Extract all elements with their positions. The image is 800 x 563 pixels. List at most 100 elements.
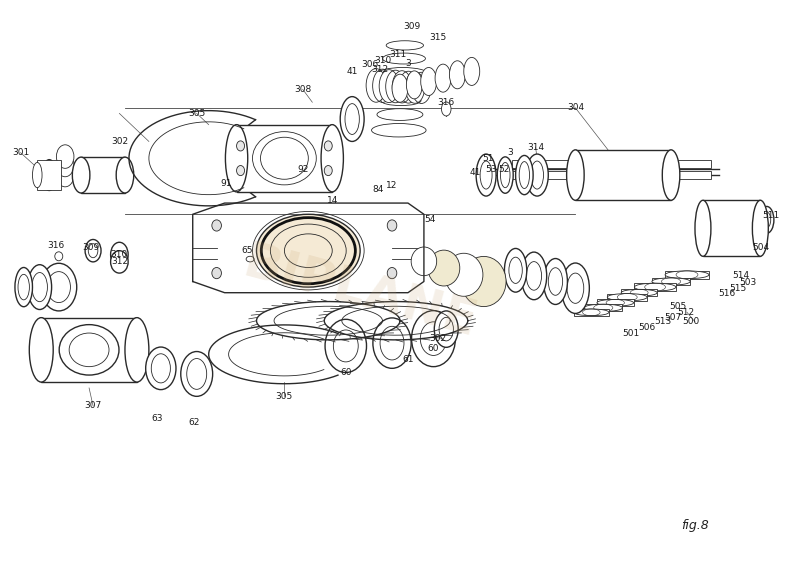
Text: 305: 305: [276, 392, 293, 401]
Ellipse shape: [634, 283, 676, 291]
Bar: [575, 150, 671, 200]
Text: 91: 91: [221, 179, 232, 188]
Ellipse shape: [392, 71, 412, 103]
Text: 305: 305: [188, 109, 206, 118]
Text: 515: 515: [730, 284, 746, 293]
Bar: [81, 157, 125, 193]
Bar: [703, 200, 760, 256]
Ellipse shape: [421, 68, 437, 96]
Bar: [597, 300, 634, 306]
Text: 316: 316: [47, 240, 64, 249]
Bar: [665, 271, 709, 279]
Bar: [622, 289, 657, 296]
Text: 507: 507: [664, 314, 682, 323]
Ellipse shape: [116, 157, 134, 193]
Ellipse shape: [505, 248, 526, 292]
Ellipse shape: [752, 200, 768, 256]
Ellipse shape: [110, 251, 128, 273]
Text: 53: 53: [485, 165, 497, 174]
Ellipse shape: [435, 64, 451, 92]
Text: 41: 41: [346, 67, 358, 76]
Ellipse shape: [406, 72, 425, 103]
Text: 503: 503: [739, 278, 756, 287]
Ellipse shape: [428, 250, 460, 286]
Ellipse shape: [652, 278, 690, 285]
Ellipse shape: [521, 252, 546, 300]
Ellipse shape: [662, 150, 680, 200]
Ellipse shape: [759, 207, 774, 233]
Ellipse shape: [56, 145, 74, 168]
Ellipse shape: [85, 239, 101, 262]
Text: 316: 316: [438, 98, 455, 107]
Bar: [237, 124, 332, 192]
Text: 501: 501: [622, 329, 640, 338]
Text: 54: 54: [425, 216, 436, 225]
Ellipse shape: [381, 96, 421, 106]
Ellipse shape: [257, 215, 360, 287]
Ellipse shape: [665, 271, 709, 279]
Text: 302: 302: [430, 334, 447, 343]
Ellipse shape: [146, 347, 176, 390]
Ellipse shape: [434, 311, 458, 347]
Ellipse shape: [56, 153, 74, 177]
Text: 514: 514: [733, 271, 750, 280]
Ellipse shape: [15, 267, 33, 307]
Ellipse shape: [406, 71, 422, 99]
Bar: [38, 160, 61, 190]
Ellipse shape: [387, 267, 397, 279]
Text: 3: 3: [507, 148, 513, 157]
Ellipse shape: [445, 253, 483, 296]
Text: 304: 304: [567, 104, 584, 113]
Text: 312: 312: [111, 257, 128, 266]
Ellipse shape: [392, 74, 408, 102]
Ellipse shape: [42, 160, 56, 190]
Text: 513: 513: [654, 318, 672, 327]
Ellipse shape: [515, 155, 533, 195]
Ellipse shape: [55, 252, 62, 261]
Ellipse shape: [377, 68, 429, 81]
Text: 312: 312: [371, 65, 389, 74]
Ellipse shape: [386, 41, 423, 50]
Text: 63: 63: [151, 414, 162, 423]
Ellipse shape: [411, 247, 437, 276]
Ellipse shape: [498, 157, 514, 193]
Text: 505: 505: [669, 302, 686, 311]
Ellipse shape: [28, 265, 52, 310]
Text: 314: 314: [527, 142, 544, 151]
Ellipse shape: [56, 163, 74, 187]
Ellipse shape: [378, 82, 426, 94]
Ellipse shape: [382, 53, 426, 64]
Ellipse shape: [442, 102, 451, 116]
Ellipse shape: [574, 309, 609, 316]
Ellipse shape: [371, 123, 426, 137]
Ellipse shape: [597, 300, 634, 306]
Ellipse shape: [246, 256, 254, 262]
Ellipse shape: [212, 220, 222, 231]
Text: 504: 504: [752, 243, 769, 252]
Ellipse shape: [321, 124, 343, 192]
Ellipse shape: [237, 166, 245, 176]
Text: 500: 500: [682, 318, 700, 327]
Text: 65: 65: [241, 246, 253, 255]
Ellipse shape: [584, 304, 622, 311]
Bar: [607, 293, 647, 301]
Text: 308: 308: [294, 85, 311, 94]
Ellipse shape: [543, 258, 567, 305]
Text: 310: 310: [374, 56, 391, 65]
Ellipse shape: [387, 220, 397, 231]
Ellipse shape: [377, 109, 423, 120]
Text: 60: 60: [340, 368, 351, 377]
Ellipse shape: [125, 318, 149, 382]
Ellipse shape: [622, 289, 657, 296]
Text: 12: 12: [386, 181, 398, 190]
Ellipse shape: [72, 157, 90, 193]
Bar: [584, 304, 622, 311]
Ellipse shape: [373, 318, 411, 368]
Text: 315: 315: [430, 33, 447, 42]
Bar: [512, 171, 711, 179]
Text: 92: 92: [297, 165, 309, 174]
Text: fig.8: fig.8: [681, 519, 709, 531]
Ellipse shape: [324, 141, 332, 151]
Text: 52: 52: [498, 165, 510, 174]
Text: 309: 309: [82, 243, 99, 252]
